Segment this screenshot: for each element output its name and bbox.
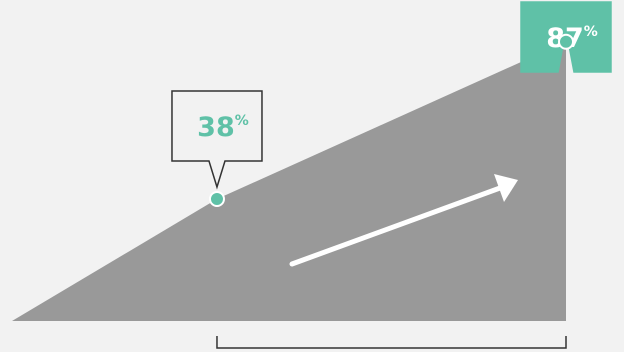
callout-38: 38%	[171, 90, 263, 190]
callout-box	[171, 90, 263, 190]
data-point-38	[208, 191, 225, 208]
trend-arrow-shaft	[289, 185, 503, 267]
trend-arrow-head	[494, 174, 518, 202]
callout-value: 38%	[197, 112, 249, 143]
area-fill	[12, 41, 566, 321]
callout-unit: %	[235, 113, 249, 129]
callout-box	[520, 1, 612, 73]
callout-number: 38	[197, 112, 235, 143]
span-bracket	[216, 336, 567, 349]
data-point-87	[558, 33, 574, 50]
callout-unit: %	[584, 24, 598, 40]
